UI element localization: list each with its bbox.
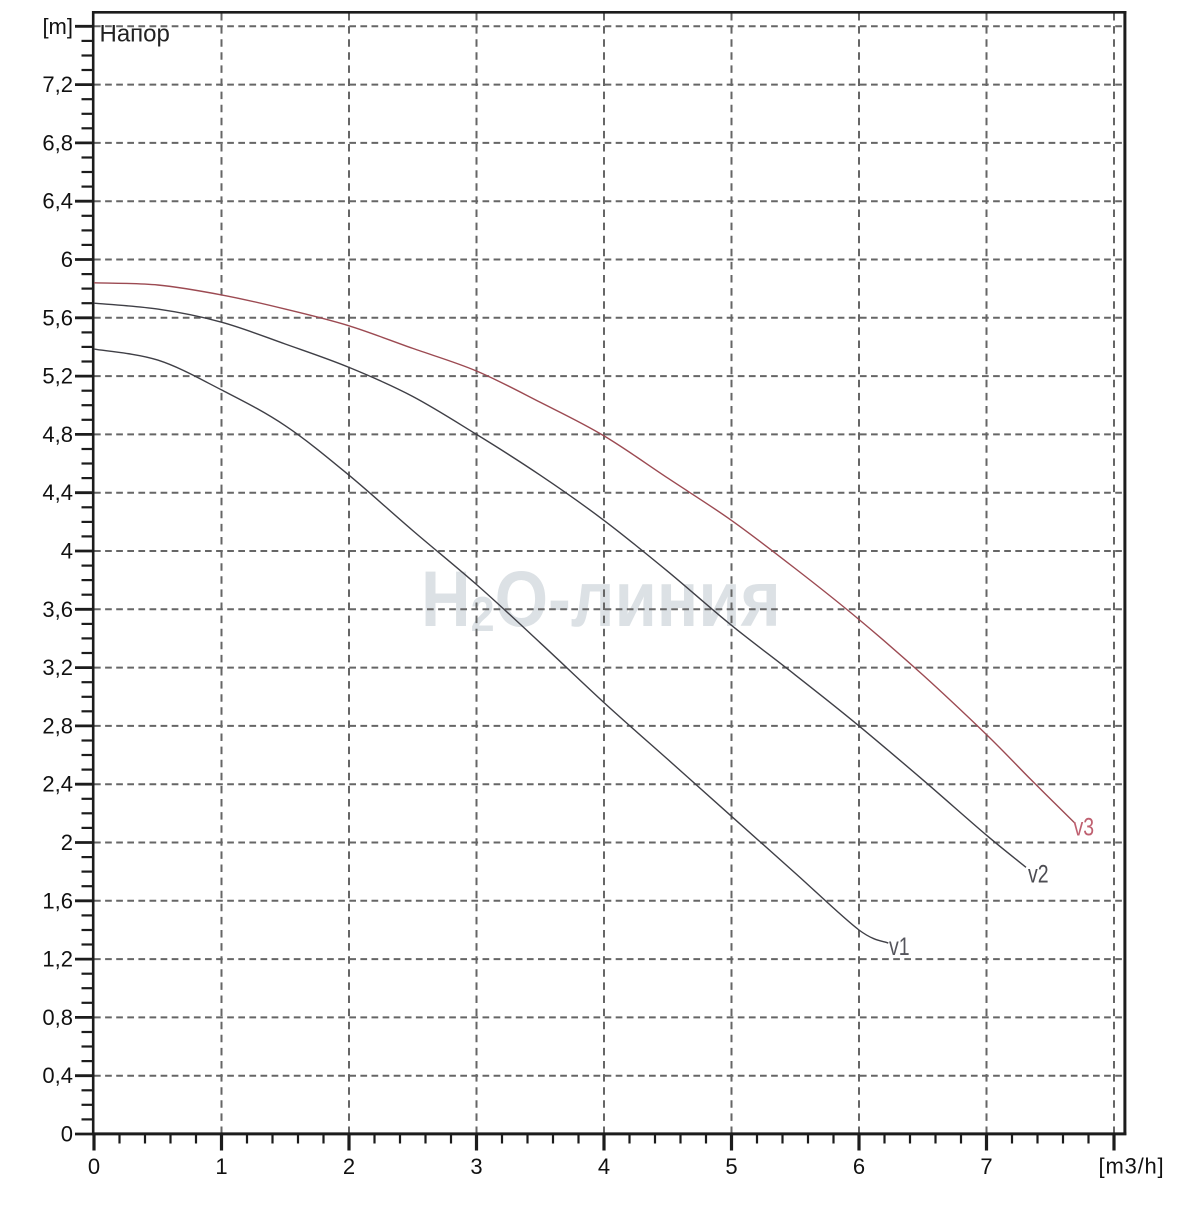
svg-text:0,4: 0,4 bbox=[42, 1063, 73, 1088]
svg-text:1,6: 1,6 bbox=[42, 888, 73, 913]
svg-text:6: 6 bbox=[853, 1154, 865, 1179]
svg-text:[m]: [m] bbox=[42, 14, 73, 39]
svg-text:3,2: 3,2 bbox=[42, 655, 73, 680]
svg-text:4,8: 4,8 bbox=[42, 422, 73, 447]
svg-text:1,2: 1,2 bbox=[42, 947, 73, 972]
svg-text:2: 2 bbox=[343, 1154, 355, 1179]
svg-text:7,2: 7,2 bbox=[42, 72, 73, 97]
svg-text:[m3/h]: [m3/h] bbox=[1099, 1154, 1165, 1179]
svg-text:2: 2 bbox=[61, 830, 73, 855]
svg-text:6: 6 bbox=[61, 247, 73, 272]
svg-text:1: 1 bbox=[215, 1154, 227, 1179]
svg-text:2,4: 2,4 bbox=[42, 772, 73, 797]
svg-text:7: 7 bbox=[980, 1154, 992, 1179]
svg-text:4: 4 bbox=[61, 539, 73, 564]
svg-text:6,8: 6,8 bbox=[42, 130, 73, 155]
svg-text:2,8: 2,8 bbox=[42, 713, 73, 738]
svg-text:0: 0 bbox=[61, 1122, 73, 1147]
svg-text:v1: v1 bbox=[889, 933, 910, 961]
svg-text:0,8: 0,8 bbox=[42, 1005, 73, 1030]
svg-text:4,4: 4,4 bbox=[42, 480, 73, 505]
svg-text:5: 5 bbox=[725, 1154, 737, 1179]
svg-text:5,2: 5,2 bbox=[42, 364, 73, 389]
svg-text:4: 4 bbox=[598, 1154, 610, 1179]
svg-text:Напор: Напор bbox=[100, 21, 170, 48]
svg-text:3: 3 bbox=[470, 1154, 482, 1179]
svg-text:0: 0 bbox=[88, 1154, 100, 1179]
svg-text:6,4: 6,4 bbox=[42, 189, 73, 214]
svg-text:v3: v3 bbox=[1074, 813, 1095, 841]
svg-text:5,6: 5,6 bbox=[42, 305, 73, 330]
svg-text:3,6: 3,6 bbox=[42, 597, 73, 622]
svg-text:v2: v2 bbox=[1028, 860, 1049, 888]
